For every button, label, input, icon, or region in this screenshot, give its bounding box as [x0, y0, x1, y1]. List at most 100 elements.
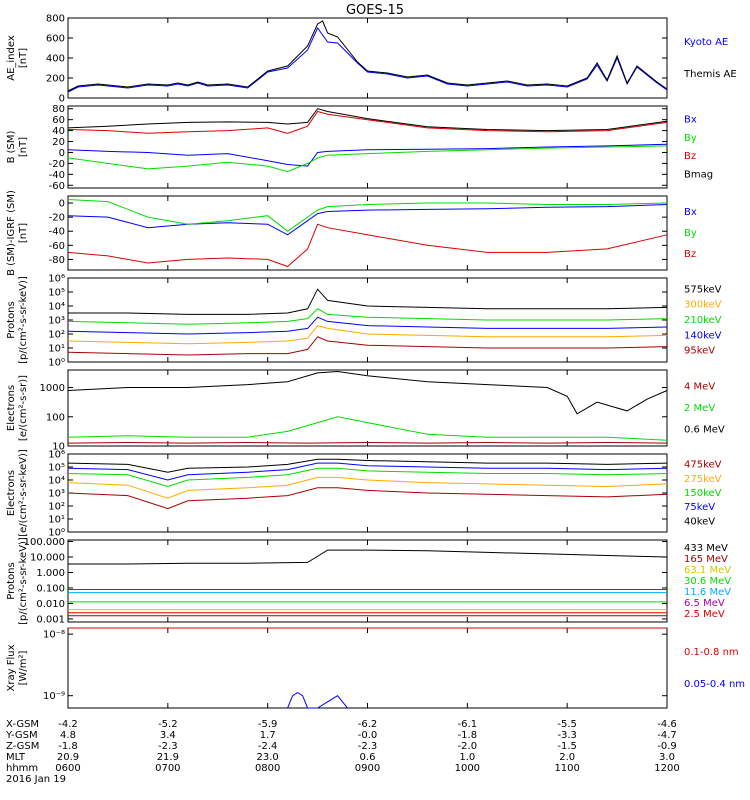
y-tick-label: 10⁻⁸ — [43, 630, 65, 641]
y-tick-label: 10⁰ — [48, 528, 65, 539]
footer-value: -1.8 — [58, 741, 78, 752]
panel-6: 10⁰ 10¹ 10² 10³ 10⁴ 10⁵ 10⁶ Electrons [e/(cm²-s-… — [6, 449, 722, 538]
series-line-75keV — [67, 462, 668, 481]
legend-entry: Bz — [684, 151, 696, 162]
panel-7: 0.001 0.010 0.100 1.000 10.000 100.000 Protons… — [6, 537, 731, 625]
panel-8: 10⁻⁹ 10⁻⁸ Xray Flux [W/m²] 0.1-0.8 nm 0.05-0.… — [6, 627, 745, 709]
legend-entry: 210keV — [684, 315, 722, 326]
y-tick-label: 10⁵ — [48, 463, 65, 474]
y-axis-label: AE_index — [6, 35, 17, 81]
y-tick-label: 10¹ — [48, 344, 65, 355]
y-tick-label: 10⁵ — [48, 288, 65, 299]
y-tick-label: 10⁻⁹ — [43, 691, 65, 702]
series-line-95keV — [67, 336, 668, 356]
series-line-Bz — [67, 110, 668, 134]
legend-entry: 0.05-0.4 nm — [684, 679, 745, 690]
footer-value: -4.7 — [657, 730, 677, 741]
y-axis-label: [p/(cm²-s-sr-keV)] — [18, 276, 29, 364]
footer-value: 0900 — [355, 763, 380, 774]
footer-row-label: Y-GSM — [5, 730, 38, 741]
y-tick-label: 800 — [46, 14, 65, 25]
y-tick-label: 10² — [48, 330, 65, 341]
y-tick-label: 80 — [52, 104, 65, 115]
y-tick-label: 0 — [59, 199, 65, 210]
footer-value: 2.0 — [559, 752, 575, 763]
series-line-By — [67, 145, 668, 173]
y-tick-label: 600 — [46, 34, 65, 45]
series-line-40keV — [67, 458, 668, 473]
legend-entry: 6.5 MeV — [684, 598, 725, 609]
y-axis-label: [e/(cm²-s-sr-keV)] — [18, 449, 29, 537]
y-axis-label: B (SM)-IGRF (SM) — [6, 190, 17, 276]
footer-date: 2016 Jan 19 — [6, 774, 66, 785]
footer-value: -0.0 — [358, 730, 378, 741]
footer-value: -6.2 — [358, 719, 378, 730]
legend-entry: Bmag — [684, 169, 713, 180]
footer-value: -6.1 — [458, 719, 478, 730]
y-tick-label: -80 — [49, 255, 65, 266]
y-tick-label: 0 — [59, 94, 65, 105]
footer-value: -2.4 — [258, 741, 278, 752]
legend-entry: 4 MeV — [684, 381, 715, 392]
footer-value: 0600 — [55, 763, 80, 774]
legend-entry: 150keV — [684, 488, 722, 499]
footer-value: -0.9 — [657, 741, 677, 752]
y-tick-label: 10³ — [48, 489, 65, 500]
footer-value: 0.6 — [360, 752, 376, 763]
y-tick-label: -40 — [49, 227, 65, 238]
y-tick-label: 10⁰ — [48, 358, 65, 369]
footer-value: 3.4 — [160, 730, 176, 741]
y-axis-label: Protons — [6, 301, 17, 338]
legend-entry: 165 MeV — [684, 554, 728, 565]
y-tick-label: 200 — [46, 74, 65, 85]
y-tick-label: 40 — [52, 126, 65, 137]
legend-entry: Kyoto AE — [684, 37, 728, 48]
footer-value: -2.3 — [358, 741, 378, 752]
series-line-Bx — [67, 143, 668, 167]
y-tick-label: -60 — [49, 241, 65, 252]
y-axis-label: Protons — [6, 562, 17, 599]
panel-4: 10⁰ 10¹ 10² 10³ 10⁴ 10⁵ 10⁶ Protons [p/(cm²-s-sr… — [6, 274, 722, 369]
footer-value: 1.7 — [260, 730, 276, 741]
footer-value: -2.0 — [458, 741, 478, 752]
legend-entry: Bx — [684, 207, 697, 218]
panel-3: -80 -60 -40 -20 0 B (SM)-IGRF (SM) [nT] Bx By Bz — [6, 190, 697, 276]
footer-value: -4.6 — [657, 719, 677, 730]
series-line-150keV — [67, 467, 668, 488]
y-tick-label: 60 — [52, 115, 65, 126]
series-line-210keV — [67, 308, 668, 325]
legend-entry: 475keV — [684, 460, 722, 471]
series-line-433-MeV — [68, 549, 668, 565]
legend-entry: 2 MeV — [684, 403, 715, 414]
legend-entry: 140keV — [684, 330, 722, 341]
legend-entry: 95keV — [684, 346, 715, 357]
y-axis-label: Xray Flux — [6, 644, 17, 691]
legend-entry: 575keV — [684, 284, 722, 295]
y-tick-label: 100 — [46, 412, 65, 423]
legend-entry: 300keV — [684, 300, 722, 311]
legend-entry: 11.6 MeV — [684, 587, 731, 598]
footer-value: 4.8 — [60, 730, 76, 741]
y-tick-label: 1.000 — [36, 568, 65, 579]
series-line-By — [67, 199, 668, 232]
legend-entry: By — [684, 228, 697, 239]
y-axis-label: B (SM) — [6, 130, 17, 163]
legend-entry: 433 MeV — [684, 543, 728, 554]
panel-5: 10 100 1000 Electrons [e/(cm²-s-sr)] 4 MeV 2 M… — [6, 369, 725, 453]
legend-entry: By — [684, 133, 697, 144]
legend-entry: 275keV — [684, 474, 722, 485]
series-line-Bmag — [67, 108, 668, 132]
legend-entry: Themis AE — [683, 69, 737, 80]
footer-value: 1100 — [554, 763, 579, 774]
y-axis-label: [nT] — [18, 48, 29, 68]
y-tick-label: -40 — [49, 170, 65, 181]
y-axis-label: [e/(cm²-s-sr)] — [18, 375, 29, 441]
footer-value: 21.9 — [157, 752, 179, 763]
legend-entry: 30.6 MeV — [684, 576, 731, 587]
legend-entry: 75keV — [684, 502, 715, 513]
series-line-Bx — [67, 204, 668, 236]
y-tick-label: 10¹ — [48, 515, 65, 526]
series-line-Kyoto-AE — [67, 27, 668, 93]
series-line-0.05-0.4-nm — [287, 692, 348, 709]
y-tick-label: 10.000 — [30, 553, 65, 564]
